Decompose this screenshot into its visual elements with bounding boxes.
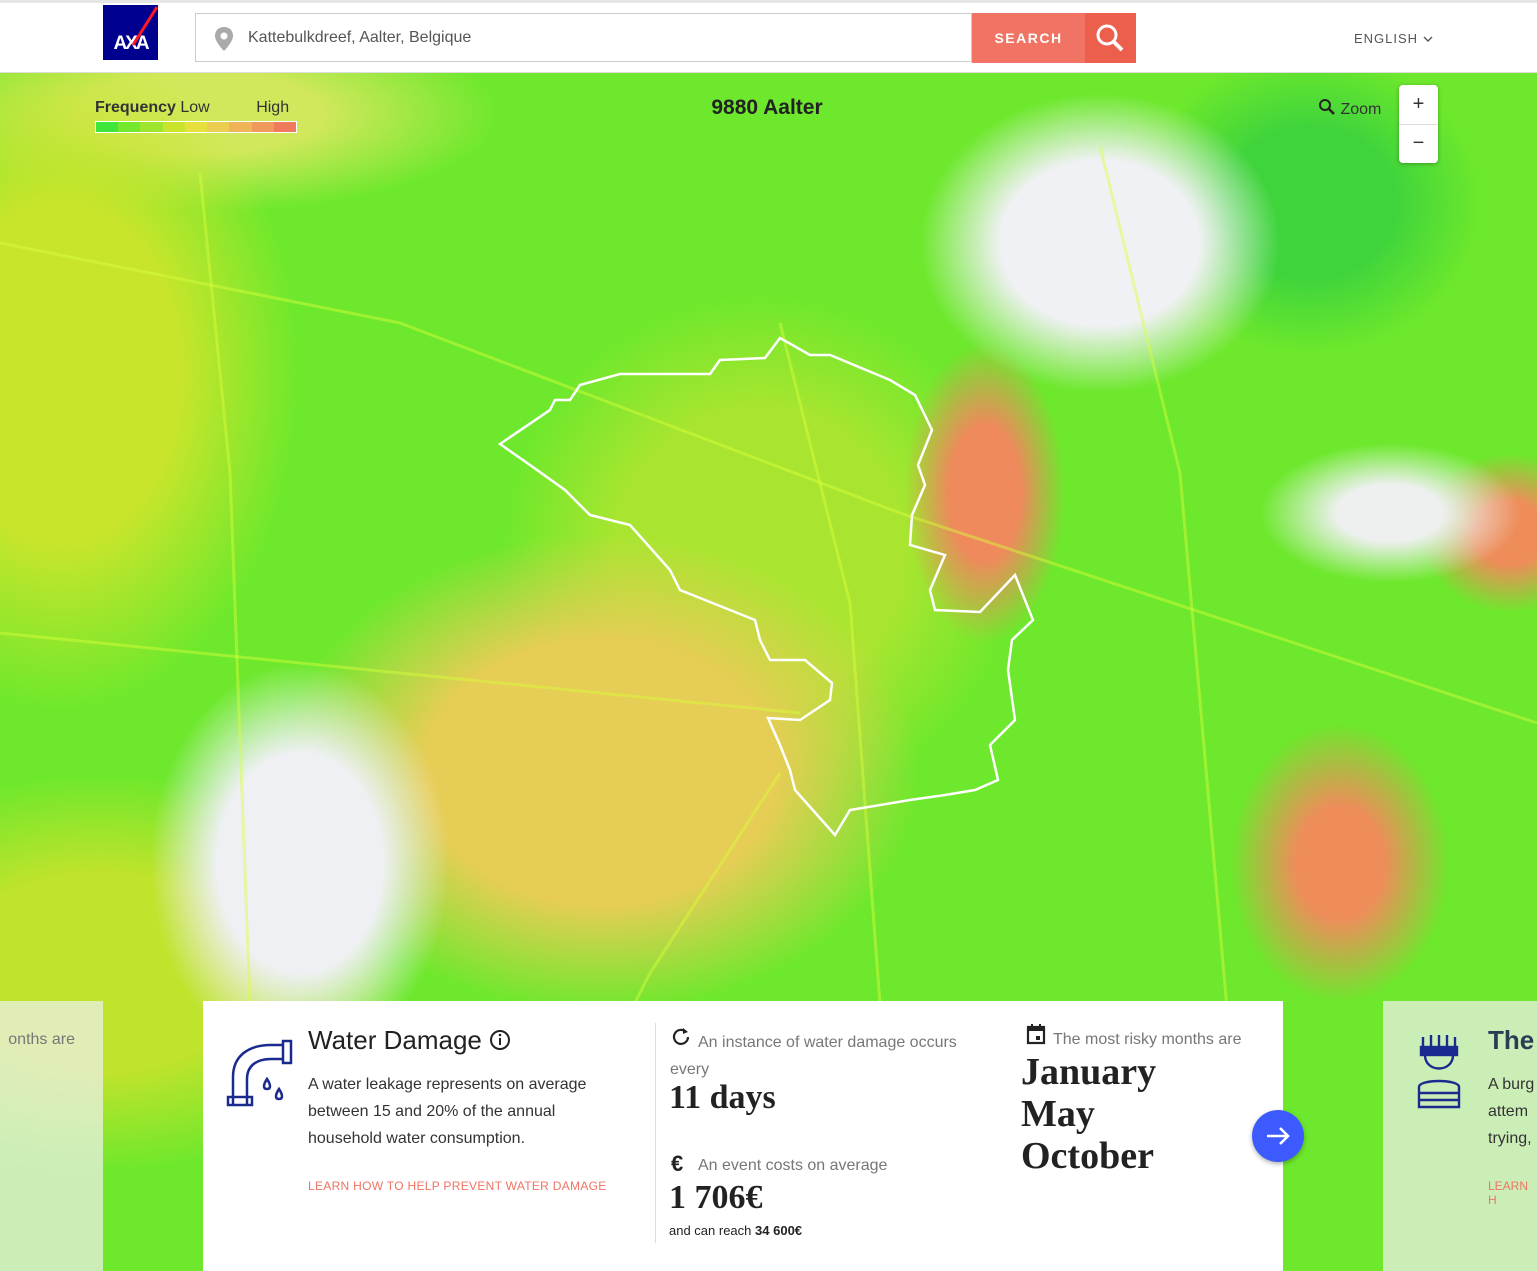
pin-icon bbox=[215, 27, 233, 51]
next-line: attem bbox=[1488, 1103, 1529, 1120]
next-line: A burg bbox=[1488, 1076, 1535, 1093]
max-label: and can reach bbox=[669, 1223, 752, 1238]
card-link[interactable]: LEARN HOW TO HELP PREVENT WATER DAMAGE bbox=[308, 1179, 607, 1193]
chevron bbox=[1423, 36, 1433, 42]
search-button[interactable]: SEARCH bbox=[972, 13, 1085, 63]
municipality-boundary bbox=[497, 336, 1035, 838]
calendar-icon bbox=[1026, 1024, 1046, 1045]
legend-low: Low bbox=[180, 99, 210, 116]
max-value: 34 600€ bbox=[755, 1223, 803, 1238]
zoom-in[interactable]: + bbox=[1399, 85, 1438, 125]
legend-title: Frequency bbox=[95, 99, 176, 116]
theft-icon bbox=[1417, 1035, 1461, 1109]
months-label: The most risky months are bbox=[1053, 1031, 1242, 1048]
legend-high: High bbox=[256, 99, 290, 116]
next-card[interactable]: The A burg attem trying, LEARN H bbox=[1383, 1001, 1537, 1271]
card-title-row: Water Damage bbox=[308, 1025, 511, 1056]
month: May bbox=[1021, 1093, 1095, 1135]
max-row: and can reach 34 600€ bbox=[669, 1223, 802, 1238]
next-description: A burg attem trying, bbox=[1488, 1071, 1534, 1152]
info-icon[interactable] bbox=[489, 1029, 511, 1051]
cost-label: An event costs on average bbox=[698, 1157, 888, 1174]
location-title: 9880 Aalter bbox=[711, 96, 823, 119]
divider bbox=[655, 1023, 656, 1243]
search-icon-button[interactable] bbox=[1085, 13, 1136, 63]
zoom-text: Zoom bbox=[1340, 101, 1382, 118]
card-title: Water Damage bbox=[308, 1025, 482, 1055]
euro-icon: € bbox=[671, 1151, 684, 1176]
months: January May October bbox=[1021, 1051, 1156, 1177]
logo-slash bbox=[131, 6, 158, 46]
header: AXA Kattebulkdreef, Aalter, Belgique SEA… bbox=[0, 0, 1537, 73]
search-value: Kattebulkdreef, Aalter, Belgique bbox=[248, 29, 472, 46]
month: October bbox=[1021, 1135, 1154, 1177]
previous-card[interactable]: onths are bbox=[0, 1001, 103, 1271]
water-icon bbox=[226, 1039, 293, 1107]
language-selector[interactable]: ENGLISH bbox=[1354, 31, 1433, 46]
next-title: The bbox=[1488, 1025, 1535, 1055]
zoom-label: Zoom bbox=[1318, 98, 1381, 119]
logo[interactable]: AXA bbox=[103, 5, 158, 60]
refresh-icon bbox=[672, 1028, 690, 1045]
zoom-out[interactable]: − bbox=[1412, 132, 1425, 154]
month: January bbox=[1021, 1051, 1157, 1093]
card-description: A water leakage represents on average be… bbox=[308, 1076, 587, 1147]
legend: Frequency Low High bbox=[95, 99, 289, 117]
cost-value: 1 706€ bbox=[669, 1179, 763, 1216]
zoom-icon bbox=[1319, 99, 1335, 115]
zoom-controls: + − bbox=[1399, 85, 1438, 163]
next-button[interactable] bbox=[1252, 1110, 1304, 1162]
magnifier bbox=[1096, 24, 1124, 52]
legend-bar bbox=[95, 121, 297, 133]
next-link: LEARN H bbox=[1488, 1179, 1529, 1207]
search-input[interactable]: Kattebulkdreef, Aalter, Belgique bbox=[195, 13, 972, 62]
next-line: trying, bbox=[1488, 1130, 1532, 1147]
arrow-icon bbox=[1267, 1127, 1290, 1145]
frequency-value: 11 days bbox=[669, 1079, 776, 1116]
frequency-label: An instance of water damage occurs every bbox=[670, 1034, 957, 1078]
language: ENGLISH bbox=[1354, 31, 1419, 46]
previous-text: onths are bbox=[8, 1031, 75, 1048]
risk-card: Water Damage A water leakage represents … bbox=[203, 1001, 1283, 1271]
